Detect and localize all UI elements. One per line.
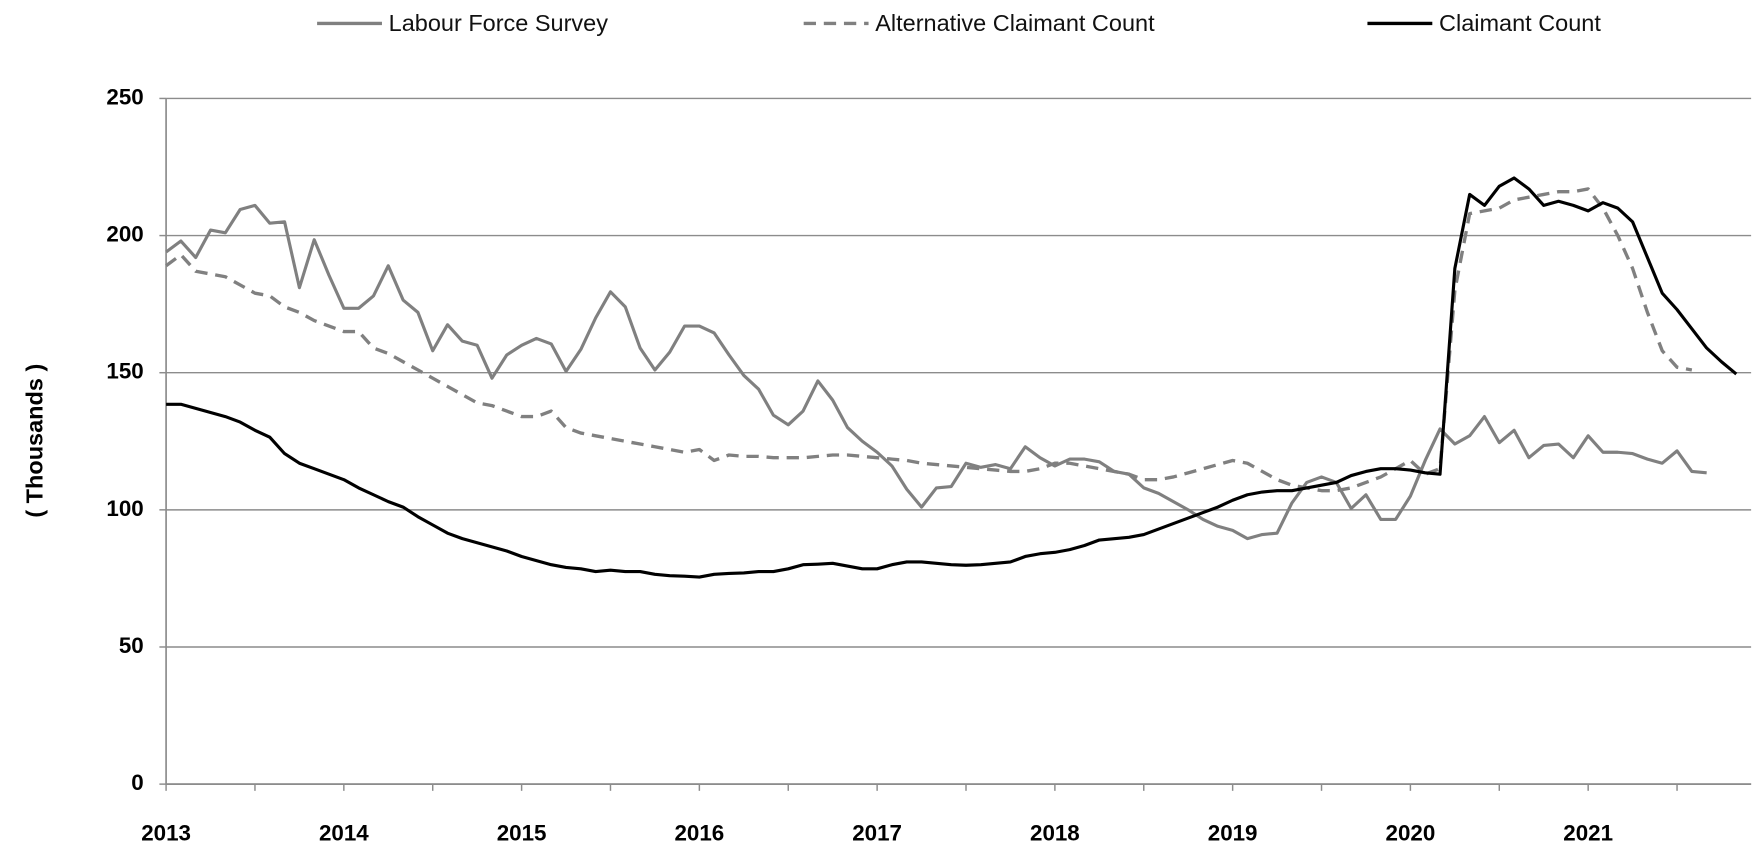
x-tick-label: 2017 (852, 820, 902, 845)
legend-label: Labour Force Survey (389, 10, 609, 36)
x-tick-label: 2014 (319, 820, 369, 845)
y-axis-label: ( Thousands ) (22, 364, 48, 518)
y-tick-label: 50 (119, 633, 144, 658)
y-tick-label: 100 (106, 496, 143, 521)
series-line (165, 203, 1707, 541)
x-tick-label: 2018 (1030, 820, 1080, 845)
y-tick-label: 200 (106, 221, 143, 246)
series-line (166, 176, 1738, 579)
legend-label: Alternative Claimant Count (875, 10, 1155, 36)
x-tick-label: 2020 (1386, 820, 1436, 845)
x-tick-label: 2015 (497, 820, 547, 845)
x-tick-label: 2016 (674, 820, 724, 845)
legend-label: Claimant Count (1439, 10, 1601, 36)
x-tick-label: 2021 (1563, 820, 1613, 845)
y-tick-label: 0 (131, 770, 143, 795)
x-tick-label: 2019 (1208, 820, 1258, 845)
y-tick-label: 250 (106, 84, 143, 109)
x-tick-label: 2013 (141, 820, 191, 845)
y-tick-label: 150 (106, 359, 143, 384)
series-line (165, 187, 1693, 493)
